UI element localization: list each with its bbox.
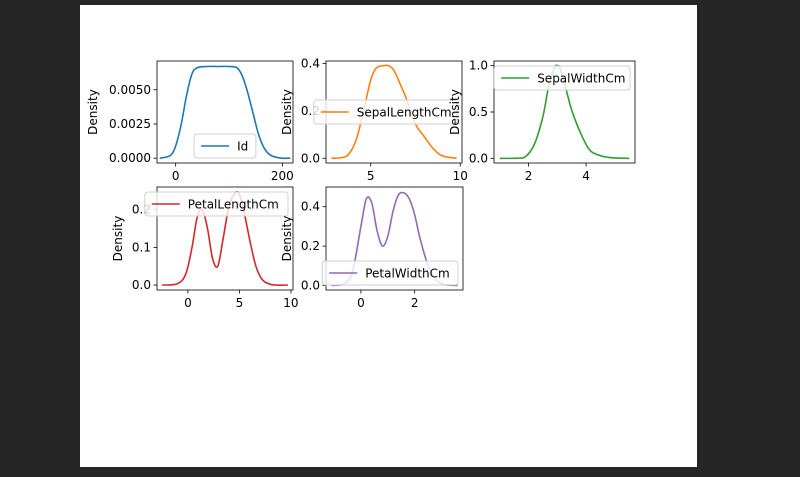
x-tick-label: 2	[411, 296, 419, 310]
legend-box	[313, 99, 458, 125]
density-line-SepalLengthCm	[331, 64, 457, 160]
legend: PetalLengthCm	[144, 191, 289, 217]
legend-box	[321, 260, 459, 286]
legend: Id	[193, 133, 257, 159]
y-tick-label: 0.0000	[109, 151, 151, 165]
axes-frame	[325, 186, 464, 291]
x-tick-label: 0	[184, 296, 192, 310]
y-tick-label: 0.0	[132, 278, 151, 292]
x-tick-label: 200	[271, 169, 294, 183]
y-axis-label: Density	[280, 89, 294, 135]
legend: SepalLengthCm	[313, 99, 458, 125]
legend-label: PetalLengthCm	[188, 198, 279, 212]
y-tick-label: 1.0	[469, 59, 488, 73]
density-line-PetalLengthCm	[162, 190, 288, 286]
x-tick-label: 5	[367, 169, 375, 183]
y-axis-label: Density	[448, 89, 462, 135]
x-tick-label: 2	[525, 169, 533, 183]
figure-canvas: 0.0000 0.0025 0.0050 0 200 Density Id 0.0 0.2 0.4…	[80, 5, 697, 467]
x-tick-label: 0	[172, 169, 180, 183]
y-axis-label: Density	[111, 216, 125, 262]
y-tick-label: 0.5	[469, 105, 488, 119]
legend-box	[493, 65, 631, 91]
y-tick-label: 0.2	[301, 239, 320, 253]
x-tick-label: 0	[357, 296, 365, 310]
y-tick-label: 0.0	[301, 278, 320, 292]
y-axis-label: Density	[280, 216, 294, 262]
y-tick-label: 0.0	[469, 151, 488, 165]
subplot-1: 0.0000 0.0025 0.0050 0 200 Density Id	[86, 60, 294, 183]
legend-label: SepalWidthCm	[537, 72, 625, 86]
y-tick-label: 0.0025	[109, 117, 151, 131]
x-tick-label: 4	[582, 169, 590, 183]
y-tick-label: 0.0	[301, 151, 320, 165]
y-tick-label: 0.0050	[109, 83, 151, 97]
x-tick-label: 10	[453, 169, 468, 183]
y-tick-label: 0.4	[301, 56, 320, 70]
y-tick-label: 0.4	[301, 200, 320, 214]
density-line-Id	[159, 65, 291, 160]
axes-frame	[156, 186, 294, 291]
legend-label: SepalLengthCm	[357, 106, 452, 120]
subplot-3: 0.0 0.5 1.0 2 4 Density SepalWidthCm	[448, 59, 636, 183]
y-axis-label: Density	[86, 89, 100, 135]
legend-box	[144, 191, 289, 217]
x-tick-label: 5	[236, 296, 244, 310]
axes-frame	[156, 60, 294, 164]
x-tick-label: 10	[283, 296, 298, 310]
legend-label: PetalWidthCm	[365, 267, 450, 281]
legend-label: Id	[237, 140, 248, 154]
subplot-5: 0.0 0.2 0.4 0 2 Density PetalWidthCm	[280, 186, 464, 310]
legend: SepalWidthCm	[493, 65, 631, 91]
y-tick-label: 0.1	[132, 240, 151, 254]
legend: PetalWidthCm	[321, 260, 459, 286]
